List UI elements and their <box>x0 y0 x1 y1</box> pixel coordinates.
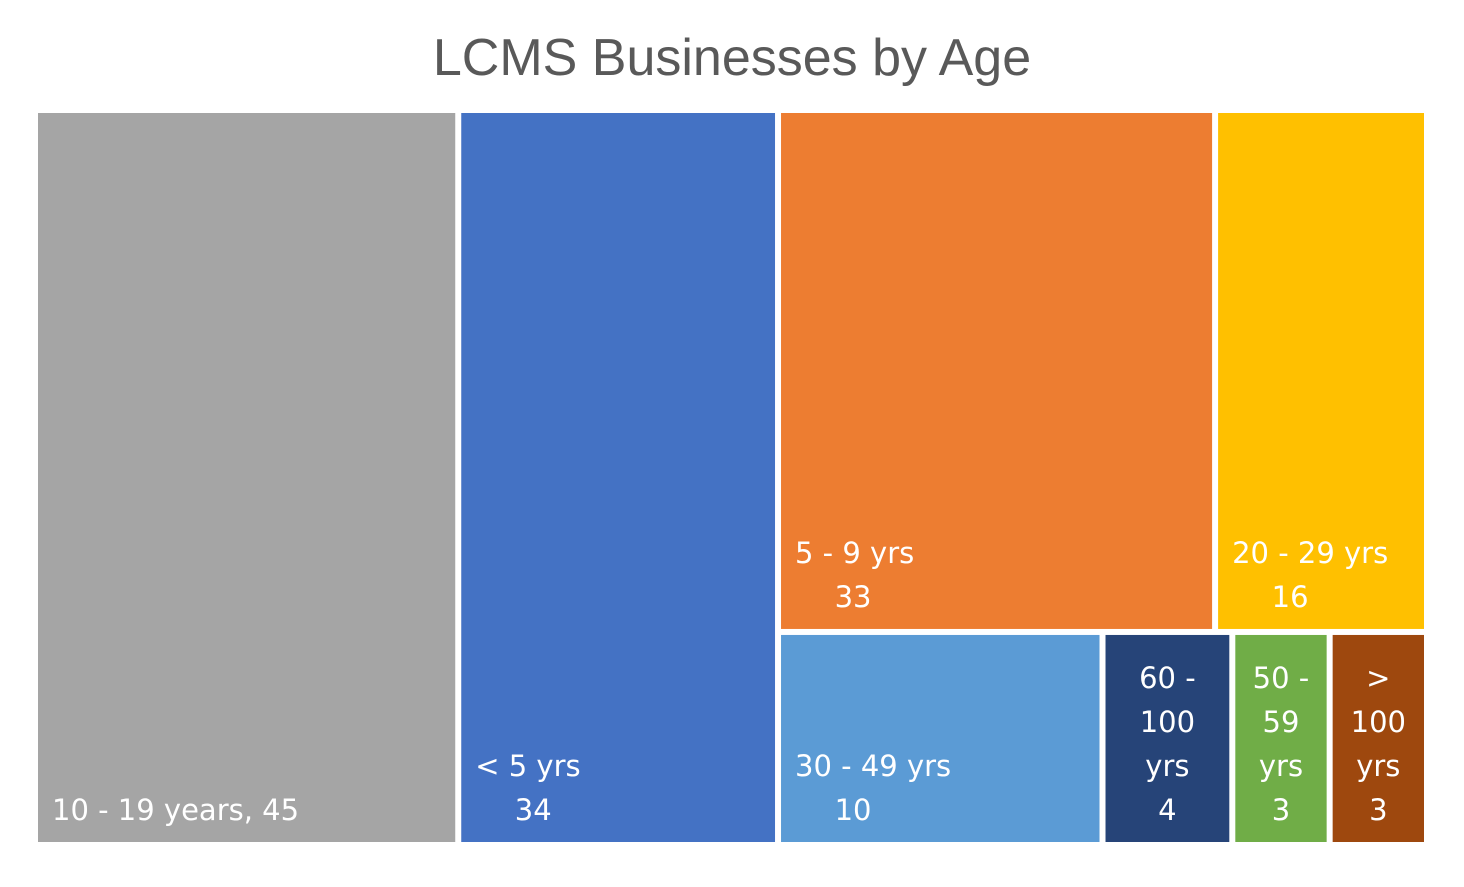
treemap-rect-5-9-yrs <box>781 113 1213 629</box>
treemap-cell-10-19-years: 10 - 19 years, 45 <box>38 113 456 842</box>
treemap-cell-5-9-yrs: 5 - 9 yrs 33 <box>781 113 1213 629</box>
treemap-label-30-49-yrs: 30 - 49 yrs <box>795 749 951 783</box>
treemap-rect-5-yrs <box>461 113 776 842</box>
treemap-label-5-9-yrs: 5 - 9 yrs <box>795 536 914 570</box>
treemap-label-100-yrs-line-3: yrs <box>1356 749 1400 783</box>
treemap-value-60-100-yrs: 4 <box>1158 793 1176 827</box>
chart-title: LCMS Businesses by Age <box>432 29 1032 87</box>
treemap-label-50-59-yrs-line-1: 50 - <box>1253 661 1310 695</box>
treemap-cell-60-100-yrs: 60 - 100 yrs 4 <box>1105 634 1230 842</box>
treemap-label-5-yrs: < 5 yrs <box>475 749 580 783</box>
treemap-cell-50-59-yrs: 50 - 59 yrs 3 <box>1235 634 1327 842</box>
treemap-rect-20-29-yrs <box>1218 113 1424 629</box>
treemap-cell-20-29-yrs: 20 - 29 yrs 16 <box>1218 113 1424 629</box>
treemap-label-100-yrs-line-1: > <box>1366 661 1390 695</box>
treemap-label-20-29-yrs: 20 - 29 yrs <box>1232 536 1388 570</box>
treemap-rect-10-19-years <box>38 113 456 842</box>
treemap-label-50-59-yrs-line-2: 59 <box>1263 705 1300 739</box>
treemap-rect-50-59-yrs <box>1235 634 1327 842</box>
treemap-value-50-59-yrs: 3 <box>1272 793 1290 827</box>
treemap-value-30-49-yrs: 10 <box>835 793 872 827</box>
treemap-label-60-100-yrs-line-3: yrs <box>1145 749 1189 783</box>
treemap-cell-5-yrs: < 5 yrs 34 <box>461 113 776 842</box>
treemap-rect-60-100-yrs <box>1105 634 1230 842</box>
treemap-label-50-59-yrs-line-3: yrs <box>1259 749 1303 783</box>
treemap-label-60-100-yrs-line-2: 100 <box>1140 705 1195 739</box>
treemap-label-10-19-years: 10 - 19 years, 45 <box>52 793 299 827</box>
treemap-value-100-yrs: 3 <box>1369 793 1387 827</box>
treemap-cell-100-yrs: >100 yrs 3 <box>1332 634 1424 842</box>
treemap-value-5-9-yrs: 33 <box>835 580 872 614</box>
treemap-cell-30-49-yrs: 30 - 49 yrs 10 <box>781 634 1100 842</box>
treemap-rect-30-49-yrs <box>781 634 1100 842</box>
treemap-value-5-yrs: 34 <box>515 793 552 827</box>
treemap-rect-100-yrs <box>1332 634 1424 842</box>
treemap-label-60-100-yrs-line-1: 60 - <box>1139 661 1196 695</box>
treemap-label-100-yrs-line-2: 100 <box>1351 705 1406 739</box>
treemap-value-20-29-yrs: 16 <box>1272 580 1309 614</box>
